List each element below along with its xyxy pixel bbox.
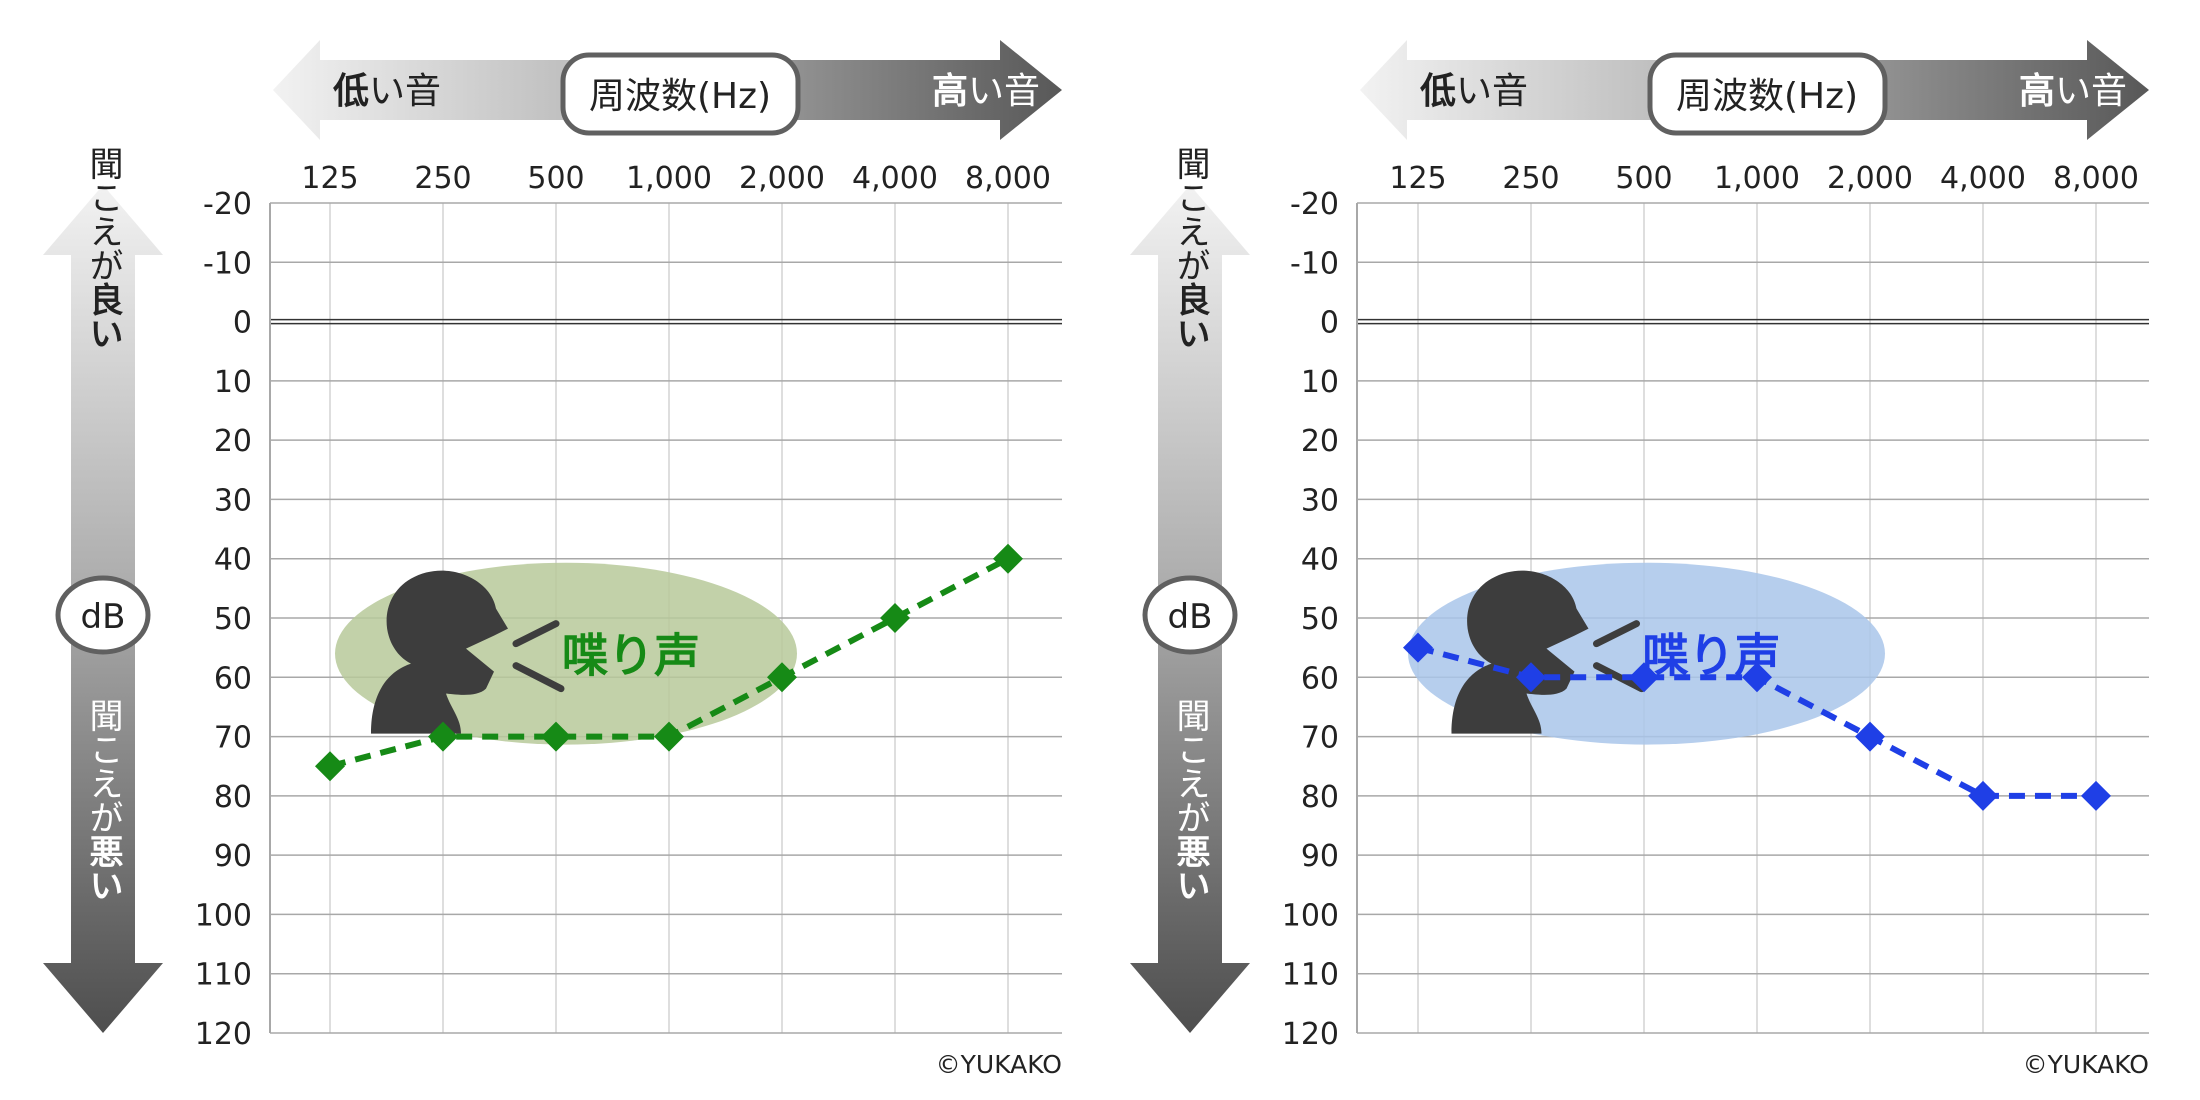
x-tick-label: 8,000 — [2053, 161, 2139, 196]
frequency-title-box — [1647, 52, 1888, 136]
y-tick-label: 90 — [214, 839, 252, 874]
data-point-marker — [541, 721, 571, 752]
y-tick-label: 100 — [1282, 898, 1339, 933]
frequency-arrow: 低い音 高い音 周波数(Hz) — [1360, 40, 2149, 140]
copyright-left: ©YUKAKO — [936, 1050, 1062, 1079]
frequency-title-box — [560, 52, 801, 136]
y-tick-label: 50 — [1301, 602, 1339, 637]
speaker-head-shape — [1451, 570, 1589, 734]
data-point-marker — [428, 721, 458, 752]
y-tick-label: 110 — [1282, 958, 1339, 993]
y-tick-label: 10 — [214, 365, 252, 400]
right-audiogram: -20 -10 0 10 20 30 40 50 60 70 80 90 100 110 120 125 250… — [1282, 161, 2149, 1052]
speech-mark — [512, 620, 560, 648]
y-tick-label: 70 — [1301, 721, 1339, 756]
db-label: dB — [81, 597, 126, 637]
speech-zone-label: 喋り声 — [562, 629, 700, 683]
y-tick-label: 110 — [195, 958, 252, 993]
db-label-circle — [55, 575, 151, 655]
x-tick-label: 250 — [414, 161, 471, 196]
y-tick-label: 10 — [1301, 365, 1339, 400]
hearing-bad-label: 聞こえが悪い — [83, 698, 123, 902]
y-tick-label: 30 — [214, 483, 252, 518]
y-tick-label: -10 — [1290, 246, 1339, 281]
x-tick-label: 4,000 — [1940, 161, 2026, 196]
data-point-marker — [1629, 662, 1659, 693]
y-tick-label: 100 — [195, 898, 252, 933]
y-tick-label: 80 — [1301, 780, 1339, 815]
y-tick-label: -10 — [203, 246, 252, 281]
y-tick-label: 20 — [214, 424, 252, 459]
x-tick-label: 8,000 — [965, 161, 1051, 196]
speech-mark — [512, 662, 565, 693]
y-tick-label: 90 — [1301, 839, 1339, 874]
data-point-marker — [1855, 721, 1885, 752]
db-arrow: 聞こえが良い 聞こえが悪い dB — [1130, 146, 1250, 1033]
x-tick-label: 250 — [1502, 161, 1559, 196]
speaker-icon — [1451, 570, 1645, 734]
y-tick-label: 0 — [233, 306, 252, 341]
frequency-title: 周波数(Hz) — [589, 76, 771, 117]
right-panel: 低い音 高い音 周波数(Hz) 聞こえが良い 聞こえが悪い dB -20 -10 0… — [1130, 40, 2149, 1079]
db-arrow: 聞こえが良い 聞こえが悪い dB — [43, 146, 163, 1033]
hearing-bad-label: 聞こえが悪い — [1170, 698, 1210, 902]
db-label: dB — [1168, 597, 1213, 637]
data-point-marker — [767, 662, 797, 693]
y-tick-label: 50 — [214, 602, 252, 637]
db-label-circle — [1142, 575, 1238, 655]
x-tick-label: 2,000 — [739, 161, 825, 196]
low-sound-label: 低い音 — [333, 71, 441, 112]
y-tick-label: 40 — [214, 543, 252, 578]
y-tick-label: 120 — [1282, 1017, 1339, 1052]
data-point-marker — [880, 603, 910, 633]
data-point-marker — [315, 751, 345, 782]
speech-mark — [1593, 620, 1640, 648]
left-audiogram: -20 -10 0 10 20 30 40 50 60 70 80 90 100 110 120 125 250… — [195, 161, 1062, 1052]
x-tick-label: 125 — [1389, 161, 1446, 196]
data-point-marker — [1516, 662, 1546, 693]
x-tick-label: 500 — [1615, 161, 1672, 196]
y-tick-label: -20 — [1290, 187, 1339, 222]
x-tick-label: 500 — [527, 161, 584, 196]
y-tick-label: 70 — [214, 721, 252, 756]
left-panel: 低い音 高い音 周波数(Hz) 聞こえが良い 聞こえが悪い dB -20 -10 0… — [43, 40, 1062, 1079]
data-point-marker — [654, 721, 684, 752]
y-tick-label: 60 — [214, 661, 252, 696]
hearing-good-label: 聞こえが良い — [1170, 146, 1210, 350]
copyright-right: ©YUKAKO — [2023, 1050, 2149, 1079]
data-point-marker — [1968, 780, 1998, 811]
hearing-good-label: 聞こえが良い — [83, 146, 123, 350]
speaker-icon — [371, 570, 565, 734]
x-tick-label: 1,000 — [1714, 161, 1800, 196]
y-tick-label: 40 — [1301, 543, 1339, 578]
high-sound-label: 高い音 — [2019, 71, 2127, 112]
data-point-marker — [2081, 780, 2111, 811]
x-tick-label: 1,000 — [626, 161, 712, 196]
speaker-head-shape — [371, 570, 508, 734]
y-tick-label: 30 — [1301, 483, 1339, 518]
data-point-marker — [1403, 632, 1433, 663]
y-tick-label: -20 — [203, 187, 252, 222]
y-tick-label: 20 — [1301, 424, 1339, 459]
x-tick-label: 125 — [301, 161, 358, 196]
data-point-marker — [1742, 662, 1772, 693]
x-tick-label: 2,000 — [1827, 161, 1913, 196]
y-tick-label: 0 — [1320, 306, 1339, 341]
frequency-title: 周波数(Hz) — [1676, 76, 1858, 117]
x-tick-label: 4,000 — [852, 161, 938, 196]
speech-mark — [1593, 662, 1645, 693]
y-tick-label: 60 — [1301, 661, 1339, 696]
high-sound-label: 高い音 — [932, 71, 1040, 112]
data-point-marker — [993, 543, 1023, 574]
low-sound-label: 低い音 — [1420, 71, 1528, 112]
y-tick-label: 80 — [214, 780, 252, 815]
frequency-arrow: 低い音 高い音 周波数(Hz) — [273, 40, 1062, 140]
y-tick-label: 120 — [195, 1017, 252, 1052]
